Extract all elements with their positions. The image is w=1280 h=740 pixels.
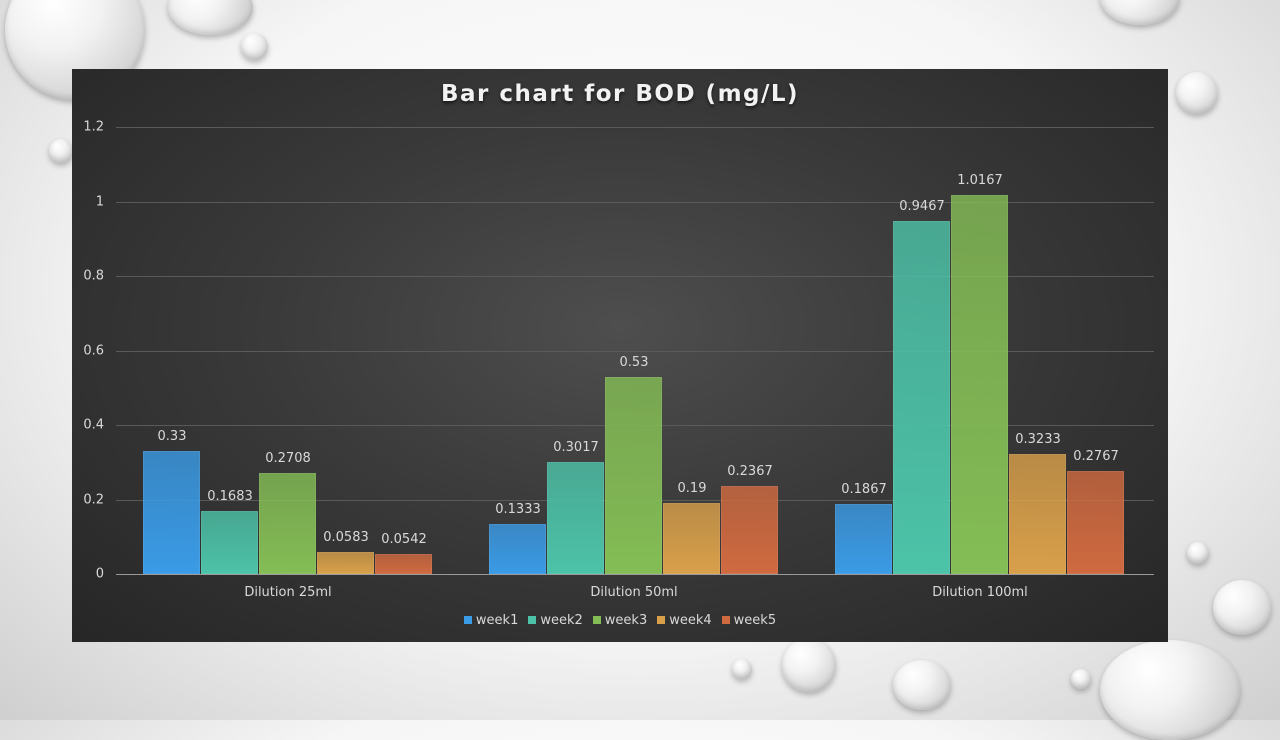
data-label: 0.19 xyxy=(677,481,707,497)
x-axis-category-label: Dilution 50ml xyxy=(590,585,678,600)
y-axis-tick-label: 1 xyxy=(95,194,104,209)
gridline xyxy=(116,276,1154,277)
data-label: 0.1333 xyxy=(495,502,541,518)
legend-label: week3 xyxy=(604,613,648,628)
legend-label: week5 xyxy=(733,613,777,628)
water-drop-decoration xyxy=(782,638,836,692)
water-drop-decoration xyxy=(732,659,752,679)
water-drop-decoration xyxy=(1187,542,1209,564)
y-axis-tick-label: 0.2 xyxy=(83,492,104,507)
y-axis-tick-label: 0.4 xyxy=(83,417,104,433)
legend-label: week4 xyxy=(669,613,712,628)
data-label: 1.0167 xyxy=(957,173,1003,189)
legend-swatch-icon xyxy=(463,616,472,624)
y-axis-tick-label: 0 xyxy=(95,566,104,582)
gridline xyxy=(116,350,1154,352)
bar-week2-1[interactable] xyxy=(547,461,604,574)
legend-item-week1[interactable]: week1 xyxy=(463,613,519,628)
bar-week1-2[interactable] xyxy=(835,504,892,574)
bar-week5-0[interactable] xyxy=(375,553,432,574)
data-label: 0.2708 xyxy=(265,451,311,467)
data-label: 0.3017 xyxy=(553,439,599,455)
y-axis-tick-label: 1.2 xyxy=(83,119,104,135)
data-label: 0.2367 xyxy=(727,463,773,479)
water-drop-decoration xyxy=(1071,669,1091,689)
data-label: 0.53 xyxy=(619,354,649,370)
data-label: 0.3233 xyxy=(1015,431,1061,447)
bar-week4-1[interactable] xyxy=(663,503,720,574)
data-label: 0.1867 xyxy=(841,482,887,498)
water-drop-decoration xyxy=(1176,72,1218,114)
bar-week4-2[interactable] xyxy=(1009,453,1066,574)
bar-week1-0[interactable] xyxy=(143,451,200,574)
bar-week4-0[interactable] xyxy=(317,552,374,574)
legend-item-week2[interactable]: week2 xyxy=(528,613,583,628)
water-drop-decoration xyxy=(168,0,253,35)
water-drop-decoration xyxy=(1213,580,1271,635)
legend-swatch-icon xyxy=(528,616,537,624)
legend-swatch-icon xyxy=(592,616,601,624)
data-label: 0.0583 xyxy=(323,530,369,546)
water-drop-decoration xyxy=(893,660,951,710)
bar-week1-1[interactable] xyxy=(489,524,546,574)
plot-area: 0 0.2 0.4 0.6 0.8 1 1.2 0.33 0.1683 0.2708 0.0583 0… xyxy=(83,120,1154,600)
data-label: 0.2767 xyxy=(1073,448,1119,464)
y-axis-tick-label: 0.6 xyxy=(83,343,104,358)
x-axis-line xyxy=(116,574,1154,575)
legend-item-week3[interactable]: week3 xyxy=(592,613,648,628)
bar-week5-1[interactable] xyxy=(721,485,778,574)
legend-swatch-icon xyxy=(721,616,730,624)
y-axis-tick-label: 0.8 xyxy=(83,268,104,284)
legend-item-week5[interactable]: week5 xyxy=(721,613,777,628)
legend-label: week2 xyxy=(540,613,583,628)
bar-week3-0[interactable] xyxy=(259,473,316,574)
data-label: 0.0542 xyxy=(381,531,427,547)
water-drop-decoration xyxy=(49,139,73,163)
x-axis-category-label: Dilution 25ml xyxy=(244,585,332,600)
legend-item-week4[interactable]: week4 xyxy=(657,613,712,628)
water-drop-decoration xyxy=(241,33,268,60)
data-label: 0.1683 xyxy=(207,489,253,505)
bar-week3-1[interactable] xyxy=(605,376,662,574)
bar-week5-2[interactable] xyxy=(1067,470,1124,574)
bar-week2-2[interactable] xyxy=(893,221,950,574)
chart-area: Bar chart for BOD (mg/L) 0 0.2 0.4 0.6 0.8 1 1… xyxy=(72,69,1168,642)
water-drop-decoration xyxy=(1100,0,1180,25)
water-drop-decoration xyxy=(1100,640,1240,740)
gridline xyxy=(116,127,1154,128)
x-axis-category-label: Dilution 100ml xyxy=(932,585,1028,600)
legend-swatch-icon xyxy=(657,616,666,624)
bar-week3-2[interactable] xyxy=(951,195,1008,574)
chart-legend: week1 week2 week3 week4 week5 xyxy=(72,613,1168,628)
legend-label: week1 xyxy=(475,613,519,628)
data-label: 0.9467 xyxy=(899,199,945,215)
gridline xyxy=(116,201,1154,203)
bar-week2-0[interactable] xyxy=(201,511,258,574)
chart-title: Bar chart for BOD (mg/L) xyxy=(440,81,800,107)
data-label: 0.33 xyxy=(157,429,187,445)
